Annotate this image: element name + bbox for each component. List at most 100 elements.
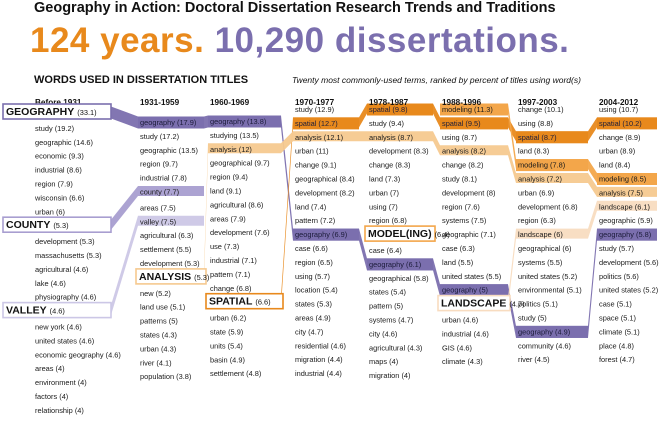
term-label: relationship (4) [35, 406, 84, 415]
term-label: change (8.3) [369, 161, 411, 170]
headline-dissertations: 10,290 dissertations. [214, 21, 570, 60]
term-label: factors (4) [35, 392, 68, 401]
term-label: river (4.5) [518, 355, 550, 364]
term-label: urban (4.3) [140, 344, 176, 353]
term-label: using (10.7) [599, 105, 638, 114]
term-label: geography (4.9) [518, 327, 570, 336]
term-label: geographical (8.4) [295, 175, 355, 184]
term-label: new (5.2) [140, 289, 171, 298]
period-header: 1988-1996 [442, 98, 482, 107]
callout-box [135, 268, 207, 285]
term-label: location (5.4) [295, 286, 338, 295]
term-label: change (8.9) [599, 133, 641, 142]
term-label: study (9.4) [369, 119, 404, 128]
term-label: industrial (4.4) [295, 369, 342, 378]
term-label: agricultural (4.6) [35, 265, 88, 274]
term-label: studying (13.5) [210, 131, 259, 140]
callout-label: GEOGRAPHY (33.1) [6, 106, 97, 118]
term-label: analysis (12) [210, 145, 252, 154]
term-label: units (5.4) [210, 341, 243, 350]
term-label: land (8.4) [599, 161, 630, 170]
term-label: economic geography (4.6) [35, 350, 121, 359]
term-label: forest (4.7) [599, 355, 635, 364]
term-label: case (5.1) [599, 300, 632, 309]
term-label: massachusetts (5.3) [35, 251, 102, 260]
modeling-cell-highlight [597, 173, 657, 185]
term-labels: study (19.2) geographic (14.6) economic (9… [34, 105, 659, 415]
period-header: 1997-2003 [518, 98, 558, 107]
term-label: urban (6.2) [210, 314, 246, 323]
callout-box [2, 103, 112, 120]
term-label: industrial (7.8) [140, 174, 187, 183]
term-label: climate (4.3) [442, 357, 483, 366]
spatial-cell-highlight [597, 117, 657, 130]
term-label: modeling (11.3) [442, 105, 493, 114]
callout-landscape: LANDSCAPE (4.7) [437, 294, 525, 312]
chart-subtitle: Twenty most commonly-used terms, ranked … [292, 75, 581, 85]
term-label: geography (13.8) [210, 117, 266, 126]
callout-box [2, 216, 112, 233]
term-label: case (6.3) [442, 244, 475, 253]
term-label: geography (6.1) [369, 260, 421, 269]
term-label: using (8.8) [518, 119, 553, 128]
term-label: geographical (5.8) [369, 274, 429, 283]
term-label: economic (9.3) [35, 152, 84, 161]
term-label: residential (4.6) [295, 341, 346, 350]
term-label: study (5.7) [599, 244, 634, 253]
callout-box [364, 225, 436, 242]
term-label: region (7.9) [35, 180, 73, 189]
term-label: areas (7.5) [140, 203, 176, 212]
term-label: city (4.7) [295, 327, 323, 336]
term-label: urban (7) [369, 188, 399, 197]
term-label: land (8.3) [518, 147, 549, 156]
term-label: spatial (8.7) [518, 133, 557, 142]
term-label: region (6.5) [295, 258, 333, 267]
modeling-cell-highlight [516, 159, 588, 172]
term-label: modeling (8.5) [599, 175, 646, 184]
spatial-cell-highlight [440, 117, 508, 130]
callout-box [437, 294, 511, 312]
spatial-cell-highlight [516, 131, 588, 144]
term-label: development (8.3) [369, 147, 429, 156]
period-header: 1960-1969 [210, 98, 250, 107]
term-label: change (8.2) [442, 161, 484, 170]
term-label: urban (11) [295, 147, 329, 156]
geography-cell-highlight [367, 258, 433, 271]
term-label: urban (8.9) [599, 147, 635, 156]
geography-cell-highlight [440, 284, 508, 297]
term-label: development (8.2) [295, 188, 355, 197]
term-label: spatial (12.7) [295, 119, 338, 128]
callout-label: ANALYSIS (5.3) [139, 271, 209, 283]
term-label: land use (5.1) [140, 303, 185, 312]
term-label: using (8.7) [442, 133, 477, 142]
term-label: analysis (7.2) [518, 175, 562, 184]
period-headers: Before 1931 1931-1959 1960-1969 1970-1977 19… [35, 98, 639, 107]
term-label: urban (4.6) [442, 316, 478, 325]
term-label: development (6.8) [518, 202, 578, 211]
term-label: change (9.1) [295, 161, 337, 170]
term-label: maps (4) [369, 357, 398, 366]
term-label: geographic (13.5) [140, 146, 198, 155]
page-title: Geography in Action: Doctoral Dissertati… [34, 0, 556, 16]
term-label: city (4.6) [369, 329, 397, 338]
term-label: geographic (14.6) [35, 138, 93, 147]
geography-cell-highlight [597, 228, 657, 241]
term-label: development (5.3) [140, 259, 200, 268]
term-label: change (6.8) [210, 284, 252, 293]
term-label: united states (5.2) [599, 286, 658, 295]
term-label: geography (5.8) [599, 230, 651, 239]
period-header: Before 1931 [35, 98, 82, 107]
term-label: pattern (7.1) [210, 270, 250, 279]
term-label: GIS (4.6) [442, 343, 472, 352]
term-label: spatial (10.2) [599, 119, 642, 128]
period-header: 1978-1987 [369, 98, 409, 107]
geography-cell-highlight [293, 228, 359, 241]
term-label: pattern (7.2) [295, 216, 335, 225]
callout-label: LANDSCAPE (4.7) [441, 298, 525, 310]
term-label: climate (5.1) [599, 327, 640, 336]
term-label: region (9.4) [210, 173, 248, 182]
term-label: study (17.2) [140, 132, 179, 141]
term-label: community (4.6) [518, 341, 571, 350]
term-label: systems (5.5) [518, 258, 562, 267]
term-label: systems (7.5) [442, 216, 486, 225]
